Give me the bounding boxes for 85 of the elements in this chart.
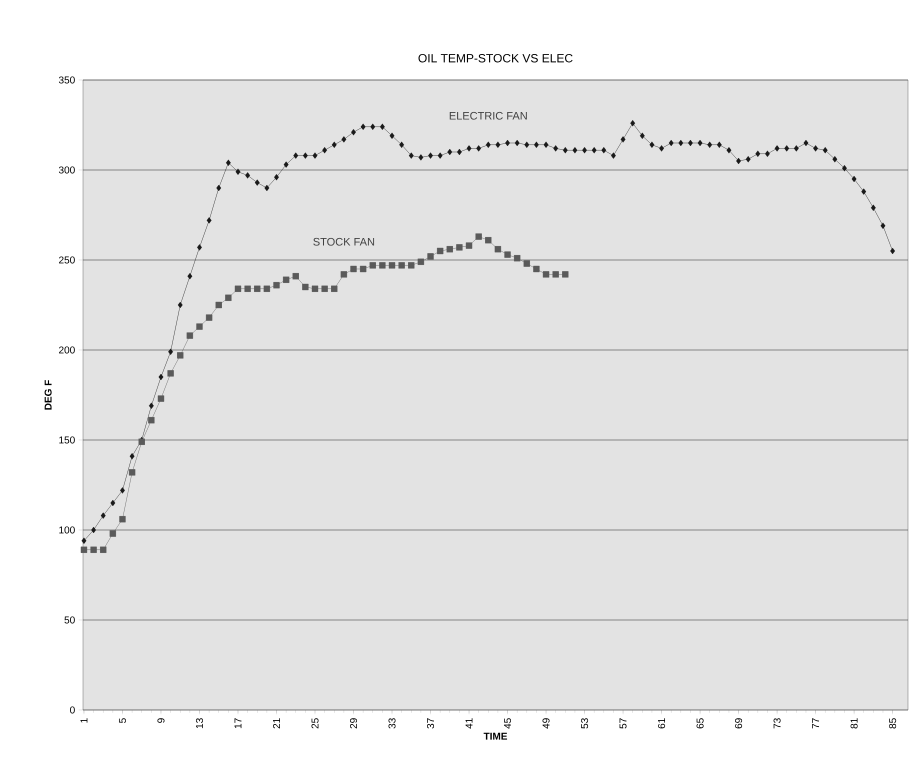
x-tick-label: 29: [350, 718, 358, 728]
point: [292, 272, 299, 280]
x-tick-label: 49: [542, 718, 550, 729]
x-tick-label: 69: [735, 718, 742, 728]
point: [436, 248, 444, 254]
point: [302, 284, 309, 290]
x-tick-label: 13: [196, 718, 204, 728]
point: [514, 254, 520, 262]
point: [524, 260, 530, 267]
point: [466, 242, 472, 249]
x-tick-label: 53: [581, 718, 588, 728]
x-tick-label: 81: [850, 718, 858, 728]
x-tick-label: 37: [426, 718, 434, 729]
point: [494, 246, 502, 252]
point: [282, 276, 290, 283]
point: [485, 236, 492, 244]
point: [388, 262, 396, 269]
x-tick-label: 33: [388, 718, 396, 729]
point: [119, 516, 126, 522]
series-label: STOCK FAN: [313, 238, 374, 246]
text: ELECTRIC FAN: [450, 112, 527, 120]
point: [254, 286, 260, 292]
point: [90, 546, 97, 553]
x-tick-label: 85: [889, 718, 896, 728]
point: [234, 286, 242, 292]
chart-title: OIL TEMP-STOCK VS ELEC: [418, 54, 573, 62]
point: [542, 271, 550, 278]
point: [100, 546, 106, 553]
point: [379, 262, 386, 269]
point: [340, 271, 348, 278]
point: [418, 258, 424, 265]
point: [350, 266, 357, 272]
point: [446, 246, 453, 252]
point: [110, 530, 116, 537]
y-tick-label: 250: [59, 256, 75, 264]
x-tick-label: 17: [234, 718, 242, 728]
x-axis-title: TIME: [484, 732, 508, 740]
x-tick-label: 21: [273, 718, 280, 728]
point: [225, 294, 232, 301]
y-axis-title: DEG F: [44, 380, 52, 410]
y-tick-label: 100: [59, 526, 75, 534]
x-tick-label: 41: [466, 718, 472, 729]
point: [370, 262, 376, 269]
y-tick-label: 50: [64, 616, 75, 624]
x-tick-label: 45: [504, 718, 512, 729]
x-tick-label: 25: [311, 718, 319, 728]
x-tick-label: 61: [658, 718, 666, 728]
point: [273, 282, 280, 288]
x-tick-label: 77: [812, 718, 820, 728]
point: [456, 244, 463, 251]
point: [475, 233, 482, 240]
point: [504, 251, 511, 258]
point: [158, 395, 164, 402]
y-tick-label: 150: [59, 436, 75, 444]
point: [128, 469, 136, 476]
x-tick-label: 5: [118, 718, 126, 723]
point: [360, 266, 366, 272]
y-tick-label: 300: [58, 166, 75, 174]
point: [321, 286, 328, 292]
point: [331, 286, 338, 292]
point: [398, 262, 405, 269]
point: [312, 286, 318, 292]
point: [186, 332, 194, 339]
point: [427, 253, 434, 260]
x-tick-label: 73: [774, 718, 781, 728]
point: [552, 271, 559, 278]
y-tick-label: 350: [58, 76, 75, 84]
point: [264, 286, 270, 292]
x-tick-label: 9: [157, 718, 165, 723]
y-tick-label: 0: [70, 706, 75, 714]
x-tick-label: 65: [696, 718, 704, 728]
point: [533, 266, 540, 272]
x-tick-label: 57: [620, 718, 627, 728]
y-tick-label: 200: [59, 346, 75, 354]
point: [206, 314, 212, 321]
point: [244, 286, 251, 292]
point: [216, 302, 222, 308]
point: [177, 352, 184, 359]
x-tick-label: 1: [80, 718, 88, 723]
point: [148, 416, 155, 424]
point: [408, 262, 414, 269]
point: [562, 271, 568, 278]
point: [167, 370, 174, 377]
point: [196, 323, 203, 330]
point: [80, 546, 88, 553]
